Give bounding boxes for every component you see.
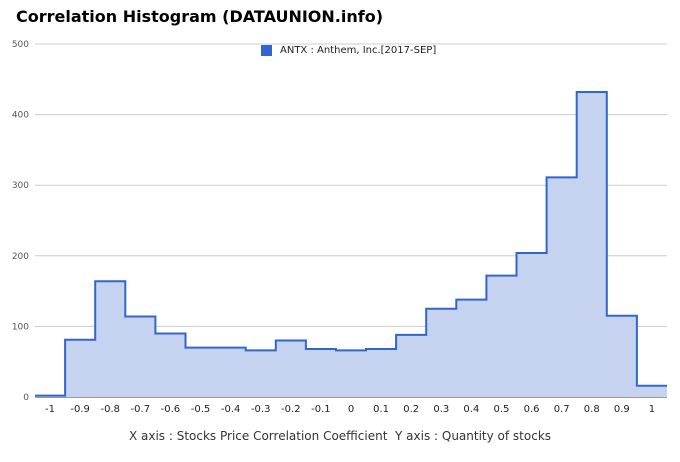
y-tick-label: 100 bbox=[12, 322, 29, 332]
histogram-bin[interactable] bbox=[336, 350, 366, 397]
legend: ANTX : Anthem, Inc.[2017-SEP] bbox=[261, 43, 436, 57]
histogram-bin[interactable] bbox=[577, 92, 607, 397]
x-tick-label: 1 bbox=[649, 404, 655, 415]
histogram-bin[interactable] bbox=[366, 349, 396, 397]
series-line bbox=[35, 91, 667, 397]
histogram-bin[interactable] bbox=[95, 281, 125, 397]
x-tick-label: -0.1 bbox=[311, 404, 331, 415]
x-tick-label: 0.9 bbox=[614, 404, 630, 415]
x-tick-label: 0.8 bbox=[584, 404, 600, 415]
x-tick-label: 0.2 bbox=[403, 404, 419, 415]
histogram-bin[interactable] bbox=[276, 341, 306, 397]
histogram-bin[interactable] bbox=[547, 177, 577, 397]
y-tick-label: 200 bbox=[12, 252, 29, 262]
x-tick-label: 0.6 bbox=[524, 404, 540, 415]
x-tick-label: -0.7 bbox=[131, 404, 151, 415]
histogram-bin[interactable] bbox=[486, 276, 516, 397]
series-area-fill bbox=[35, 92, 667, 397]
histogram-bin[interactable] bbox=[185, 348, 215, 397]
legend-label: ANTX : Anthem, Inc.[2017-SEP] bbox=[280, 44, 437, 56]
histogram-bin[interactable] bbox=[456, 300, 486, 397]
y-tick-label: 400 bbox=[12, 111, 29, 121]
y-tick-label: 500 bbox=[12, 40, 29, 50]
histogram-bin[interactable] bbox=[216, 348, 246, 397]
axes: 0 100 200 300 400 500 -1 -0.9 -0.8 -0.7 -0.6 -0.5 -0… bbox=[12, 40, 655, 415]
x-tick-label: -1 bbox=[45, 404, 55, 415]
x-tick-label: -0.8 bbox=[100, 404, 120, 415]
histogram-bin[interactable] bbox=[155, 333, 185, 397]
histogram-bin[interactable] bbox=[426, 309, 456, 397]
x-tick-label: -0.5 bbox=[191, 404, 211, 415]
histogram-bin[interactable] bbox=[35, 396, 65, 397]
x-tick-label: 0.3 bbox=[433, 404, 449, 415]
histogram-bin[interactable] bbox=[607, 316, 637, 397]
histogram-bin[interactable] bbox=[517, 253, 547, 397]
chart-title: Correlation Histogram (DATAUNION.info) bbox=[16, 7, 383, 26]
series-area bbox=[35, 91, 667, 397]
y-tick-label: 0 bbox=[23, 393, 29, 403]
histogram-bin[interactable] bbox=[306, 349, 336, 397]
x-tick-label: 0 bbox=[348, 404, 354, 415]
histogram-bin[interactable] bbox=[396, 335, 426, 397]
x-tick-label: 0.7 bbox=[554, 404, 570, 415]
x-tick-label: 0.1 bbox=[373, 404, 389, 415]
legend-swatch bbox=[261, 44, 272, 56]
x-tick-label: -0.2 bbox=[281, 404, 301, 415]
x-tick-label: -0.6 bbox=[161, 404, 181, 415]
x-tick-label: 0.5 bbox=[494, 404, 510, 415]
x-tick-label: 0.4 bbox=[463, 404, 479, 415]
histogram-bin[interactable] bbox=[637, 386, 667, 397]
histogram-bin[interactable] bbox=[65, 340, 95, 397]
histogram-bin[interactable] bbox=[125, 317, 155, 397]
histogram-bin[interactable] bbox=[246, 350, 276, 397]
y-tick-label: 300 bbox=[12, 181, 29, 191]
x-tick-label: -0.4 bbox=[221, 404, 241, 415]
axes-caption: X axis : Stocks Price Correlation Coeffi… bbox=[128, 429, 552, 443]
x-tick-label: -0.3 bbox=[251, 404, 271, 415]
x-tick-label: -0.9 bbox=[70, 404, 90, 415]
